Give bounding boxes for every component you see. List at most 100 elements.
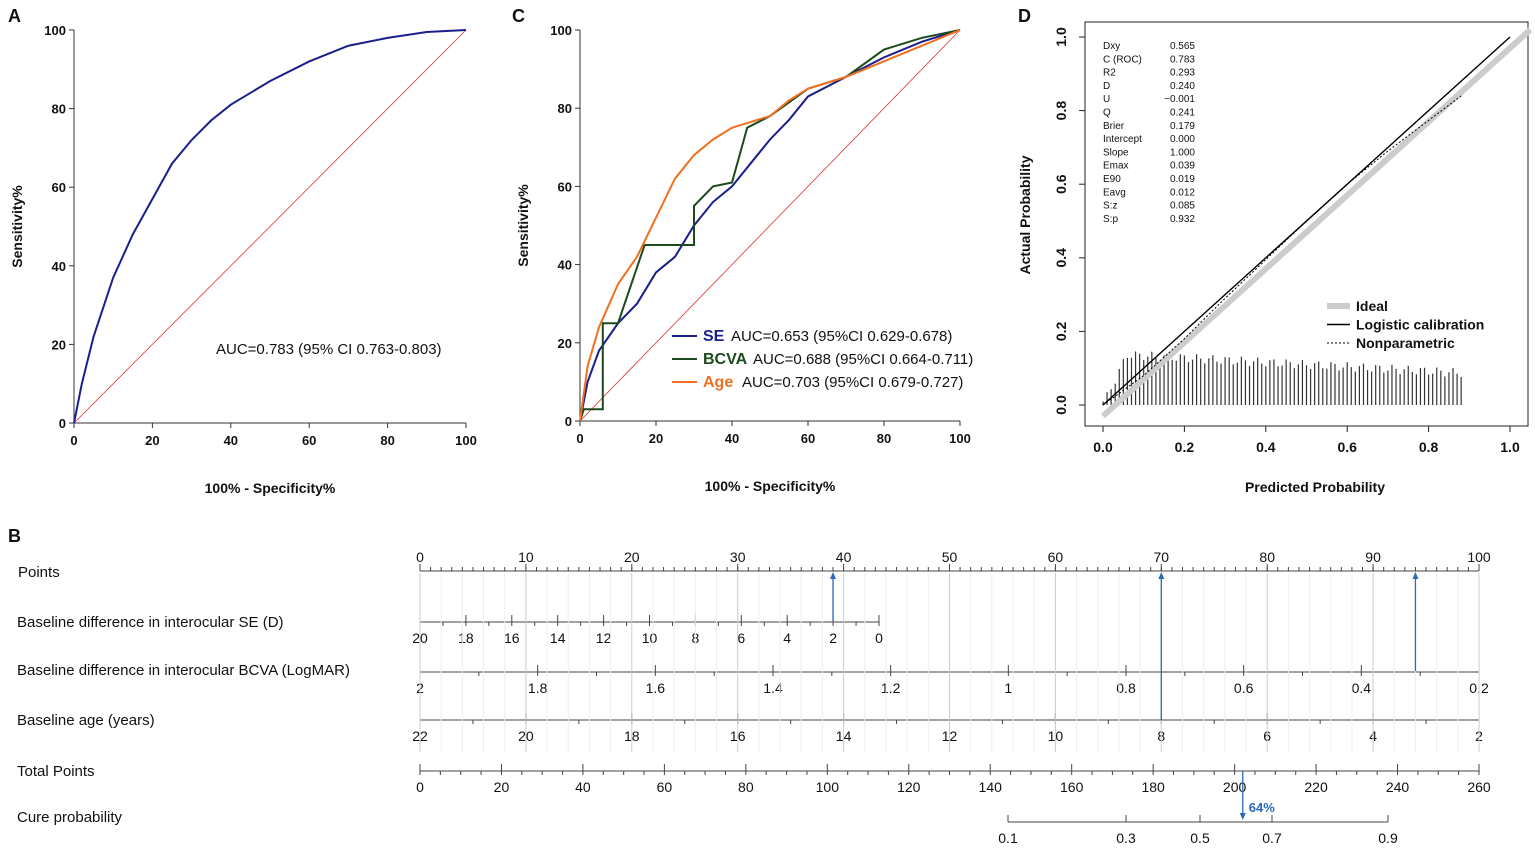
y-axis-label: Sensitivity%	[515, 184, 531, 267]
arrow-head	[1412, 572, 1419, 579]
tick-label: 1.8	[528, 680, 548, 696]
tick-label: 80	[738, 779, 754, 795]
arrow-head	[830, 572, 837, 579]
x-tick-label: 0.4	[1256, 439, 1276, 455]
stat-value: 0.039	[1170, 161, 1195, 172]
logistic-calibration-line	[1102, 36, 1511, 406]
tick-label: 1.6	[646, 680, 666, 696]
y-tick-label: 40	[52, 259, 66, 274]
tick-label: 12	[596, 630, 612, 646]
tick-label: 140	[979, 779, 1003, 795]
x-tick-label: 60	[801, 431, 815, 446]
x-tick-label: 60	[302, 433, 316, 448]
y-tick-label: 60	[52, 180, 66, 195]
y-axis-label: Actual Probability	[1017, 155, 1033, 274]
x-tick-label: 40	[224, 433, 238, 448]
panel-label-A: A	[8, 6, 21, 26]
tick-label: 100	[816, 779, 840, 795]
tick-label: 1.2	[881, 680, 901, 696]
legend-label: Logistic calibration	[1356, 317, 1484, 333]
tick-label: 240	[1386, 779, 1410, 795]
tick-label: 80	[1259, 549, 1275, 565]
tick-label: 4	[783, 630, 791, 646]
tick-label: 0.5	[1190, 830, 1210, 846]
stat-value: 0.085	[1170, 201, 1195, 212]
stat-name: Slope	[1103, 147, 1129, 158]
tick-label: 1	[1004, 680, 1012, 696]
x-tick-label: 0	[576, 431, 583, 446]
stat-value: 1.000	[1170, 147, 1195, 158]
y-tick-label: 0.2	[1053, 321, 1069, 341]
y-tick-label: 100	[44, 23, 66, 38]
tick-label: 0	[875, 630, 883, 646]
x-tick-label: 0.2	[1175, 439, 1195, 455]
x-tick-label: 40	[725, 431, 739, 446]
tick-label: 60	[657, 779, 673, 795]
tick-label: 0.7	[1262, 830, 1282, 846]
reference-diagonal	[73, 29, 467, 424]
legend-stat-age: AUC=0.703 (95%CI 0.679-0.727)	[742, 374, 963, 391]
stat-name: S:z	[1103, 201, 1117, 212]
stat-value: 0.240	[1170, 81, 1195, 92]
stat-name: Q	[1103, 108, 1111, 119]
stat-name: E90	[1103, 174, 1121, 185]
tick-label: 0	[416, 779, 424, 795]
panel-label-D: D	[1018, 6, 1031, 26]
tick-label: 160	[1060, 779, 1084, 795]
panel-label-B: B	[8, 526, 21, 546]
tick-label: 50	[942, 549, 958, 565]
tick-label: 200	[1223, 779, 1247, 795]
y-tick-label: 0.8	[1053, 101, 1069, 121]
y-tick-label: 1.0	[1053, 27, 1069, 47]
stat-value: 0.293	[1170, 68, 1195, 79]
stat-value: 0.932	[1170, 214, 1195, 225]
stat-value: 0.012	[1170, 187, 1195, 198]
y-tick-label: 80	[558, 101, 572, 116]
plot-frame	[1084, 21, 1529, 427]
x-tick-label: 20	[145, 433, 159, 448]
stat-name: D	[1103, 81, 1110, 92]
x-tick-label: 0.6	[1337, 439, 1357, 455]
x-tick-label: 0.8	[1419, 439, 1439, 455]
panel-label-C: C	[512, 6, 525, 26]
legend-stat-se: AUC=0.653 (95%CI 0.629-0.678)	[731, 328, 952, 345]
y-tick-label: 0	[565, 414, 572, 429]
legend-label: Ideal	[1356, 298, 1388, 314]
tick-label: 40	[836, 549, 852, 565]
cure-probability-result: 64%	[1249, 800, 1275, 815]
legend-stat-bcva: AUC=0.688 (95%CI 0.664-0.711)	[753, 351, 973, 368]
nomogram-row-label: Baseline age (years)	[17, 712, 155, 729]
stat-name: S:p	[1103, 214, 1118, 225]
stat-value: 0.783	[1170, 54, 1195, 65]
stat-name: Eavg	[1103, 187, 1126, 198]
x-axis-label: 100% - Specificity%	[705, 478, 836, 494]
tick-label: 30	[730, 549, 746, 565]
tick-label: 0.6	[1234, 680, 1254, 696]
stat-value: 0.565	[1170, 41, 1195, 52]
nomogram-row-label: Points	[18, 564, 60, 581]
x-tick-label: 80	[877, 431, 891, 446]
stat-name: R2	[1103, 68, 1116, 79]
y-tick-label: 100	[550, 23, 572, 38]
tick-label: 90	[1365, 549, 1381, 565]
x-tick-label: 80	[380, 433, 394, 448]
x-tick-label: 100	[455, 433, 477, 448]
stat-name: Intercept	[1103, 134, 1142, 145]
x-tick-label: 1.0	[1500, 439, 1520, 455]
tick-label: 0.1	[998, 830, 1018, 846]
stat-value: 0.241	[1170, 108, 1195, 119]
stat-name: C (ROC)	[1103, 54, 1142, 65]
auc-annotation: AUC=0.783 (95% CI 0.763-0.803)	[216, 341, 442, 358]
y-axis-label: Sensitivity%	[9, 185, 25, 268]
stat-value: 0.019	[1170, 174, 1195, 185]
tick-label: 60	[1048, 549, 1064, 565]
stat-value: −0.001	[1164, 94, 1195, 105]
nonparametric-line	[1102, 95, 1462, 406]
arrow-head	[1239, 813, 1246, 820]
roc-curve-main	[73, 29, 467, 424]
reference-diagonal	[579, 29, 961, 422]
y-tick-label: 40	[558, 258, 572, 273]
stat-name: Dxy	[1103, 41, 1120, 52]
x-tick-label: 100	[949, 431, 971, 446]
